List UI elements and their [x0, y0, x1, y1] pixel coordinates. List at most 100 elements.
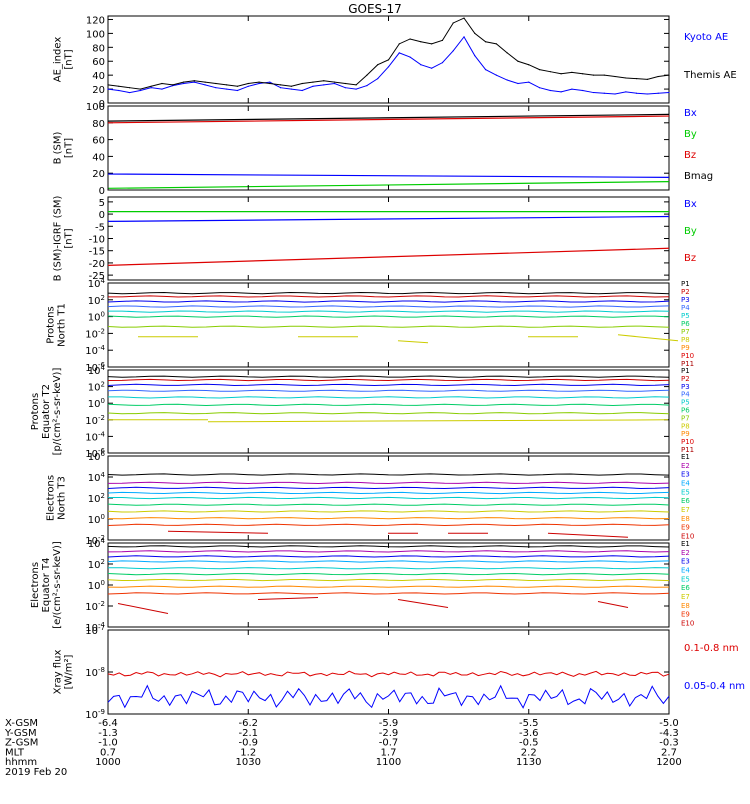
ae-point-2-27 [387, 59, 390, 61]
ae-point-2-8 [182, 81, 185, 83]
xaxis-value-1-2: -6.2 [238, 718, 258, 729]
ae-point-1-41 [538, 87, 541, 89]
ae-point-2-14 [247, 82, 249, 85]
ae-point-2-2 [118, 85, 120, 87]
xaxis-value-2-2: -2.1 [238, 728, 258, 739]
ae-ytick-label: 100 [86, 29, 105, 40]
protons-equator-frame [107, 369, 670, 454]
protons-equator-ylabel-line-1: Protons [30, 393, 41, 430]
bsm-legend-3: Bz [684, 150, 696, 161]
electrons-equator-frame [107, 542, 670, 628]
xaxis-value-4-5: 2.7 [661, 747, 677, 758]
protons-north-legend-1: P1 [681, 280, 690, 288]
ae-point-1-31 [431, 67, 433, 69]
ae-point-2-34 [463, 17, 465, 19]
protons-north-frame [107, 282, 670, 368]
ae-point-1-36 [484, 68, 487, 71]
panel-ae-index: 120 100 80 60 40 20 0 AE_index [nT] Kyoto AE Themi… [53, 15, 737, 110]
protons-equator-legend-8: P8 [681, 422, 690, 430]
protons-equator-ytick-label: 10-2 [85, 414, 105, 427]
xaxis-row-label-z-gsm: Z-GSM [5, 738, 38, 749]
protons-equator-legend-6: P6 [681, 407, 690, 415]
xaxis-value-2-3: -2.9 [379, 728, 399, 739]
ae-point-2-31 [431, 43, 433, 45]
electrons-equator-ytick-label: 104 [88, 537, 106, 550]
protons-equator-legend-2: P2 [681, 375, 690, 383]
protons-equator-legend-11: P11 [681, 446, 694, 454]
ae-point-1-24 [355, 88, 357, 90]
protons-equator-ytick-label: 102 [88, 381, 105, 394]
ae-point-2-42 [549, 71, 551, 73]
electrons-equator-seg-10-4 [597, 600, 629, 608]
electrons-north-line-4 [107, 491, 670, 495]
ae-point-2-44 [571, 71, 573, 73]
bigrf-ytick-label: -20 [89, 259, 105, 270]
bsm-legend-4: Bmag [684, 171, 713, 182]
bigrf-series-3 [107, 247, 670, 266]
protons-north-line-5 [108, 310, 670, 313]
electrons-north-ytick-label: 102 [88, 492, 105, 505]
protons-north-ylabel-line-1: Protons [46, 306, 57, 343]
protons-equator-legend-4: P4 [681, 391, 690, 399]
ae-point-1-42 [549, 89, 551, 92]
protons-north-ytick-label: 102 [88, 294, 105, 307]
ae-point-1-21 [323, 84, 325, 86]
protons-north-legend-11: P11 [681, 360, 694, 368]
protons-equator-ytick-label: 104 [88, 364, 106, 377]
ae-point-2-5 [150, 85, 152, 87]
ae-point-1-2 [118, 89, 120, 92]
electrons-north-ylabel-line-1: Electrons [46, 475, 57, 521]
ae-point-1-38 [506, 79, 508, 81]
ae-point-2-22 [333, 81, 336, 83]
ae-ytick-label: 0 [99, 99, 105, 110]
ae-point-1-34 [463, 36, 465, 38]
electrons-north-legend-4: E4 [681, 480, 690, 488]
ae-point-1-45 [582, 89, 584, 92]
ae-ytick-label: 20 [92, 85, 105, 96]
xray-legend-1: 0.1-0.8 nm [684, 643, 739, 654]
ae-point-2-24 [355, 84, 357, 86]
ae-point-1-40 [528, 81, 530, 83]
ae-point-1-17 [280, 87, 282, 89]
ae-ytick-label: 60 [92, 57, 105, 68]
ae-point-1-6 [161, 88, 163, 90]
protons-north-ytick-label: 100 [88, 311, 105, 324]
electrons-equator-line-9 [107, 592, 670, 595]
electrons-equator-ytick-label: 10-2 [85, 600, 105, 613]
protons-equator-line-5 [108, 396, 670, 399]
bigrf-ytick-label: -10 [89, 235, 105, 246]
ae-point-2-20 [312, 81, 314, 83]
bigrf-legend-1: Bx [684, 199, 697, 210]
electrons-equator-ytick-label: 102 [88, 558, 105, 571]
xaxis-date: 2019 Feb 20 [5, 767, 67, 778]
electrons-equator-line-8 [107, 585, 670, 588]
ae-point-2-12 [226, 84, 228, 86]
bigrf-ytick-label: -5 [95, 222, 105, 233]
electrons-equator-legend-7: E7 [681, 593, 690, 601]
protons-north-ytick-label: 10-2 [85, 327, 105, 340]
electrons-equator-ylabel-line-1: Electrons [30, 562, 41, 608]
ae-point-2-7 [172, 84, 174, 86]
ae-point-2-49 [625, 77, 627, 79]
xaxis-value-3-4: -0.5 [519, 738, 539, 749]
ae-point-1-14 [247, 85, 249, 87]
xray-ylabel-line-2: [W/m²] [64, 654, 75, 689]
ae-ylabel-line-1: AE_index [53, 37, 64, 83]
electrons-north-legend-2: E2 [681, 462, 690, 470]
ae-point-1-15 [258, 82, 260, 85]
electrons-north-ytick-label: 104 [88, 471, 106, 484]
electrons-north-ytick-label: 106 [88, 450, 106, 463]
protons-equator-legend-7: P7 [681, 414, 690, 422]
electrons-equator-legend-1: E1 [681, 540, 690, 548]
bigrf-ylabel-line-1: B (SM)-IGRF (SM) [53, 196, 64, 282]
electrons-north-line-9 [107, 523, 670, 527]
electrons-equator-line-7 [107, 578, 670, 582]
electrons-north-line-3 [107, 486, 670, 490]
bsm-ytick-label: 0 [99, 186, 105, 197]
electrons-north-line-8 [107, 517, 670, 520]
electrons-equator-legend-4: E4 [681, 567, 690, 575]
ae-point-1-10 [204, 84, 206, 86]
xaxis-value-3-3: -0.7 [379, 738, 399, 749]
